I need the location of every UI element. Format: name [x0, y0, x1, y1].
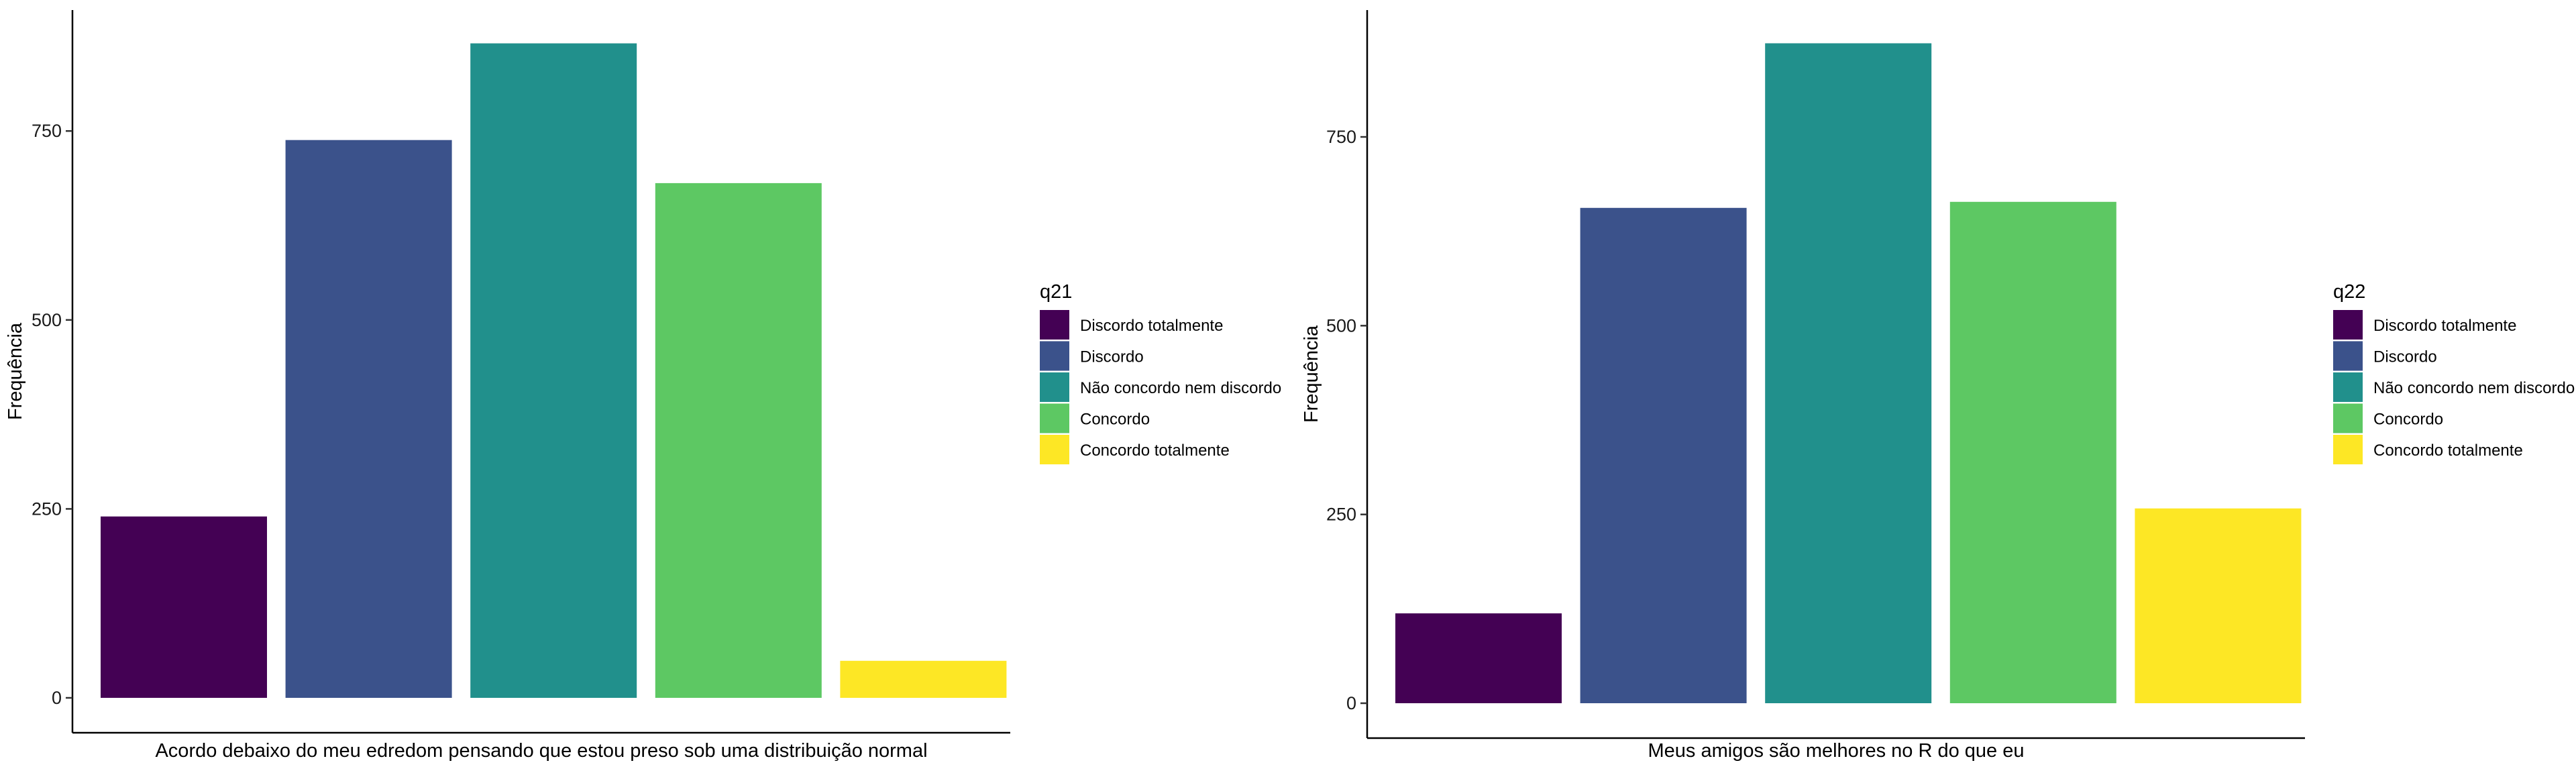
y-axis-title: Frequência — [1301, 325, 1322, 423]
bar-1-1 — [101, 516, 267, 698]
y-tick-label: 250 — [1326, 505, 1356, 525]
legend-key-3 — [2333, 372, 2363, 402]
legend-key-2 — [1040, 341, 1069, 371]
bar-1-5 — [840, 660, 1007, 698]
legend-title: q22 — [2333, 281, 2365, 303]
legend-label-4: Concordo — [2373, 411, 2443, 429]
y-axis-title: Frequência — [5, 322, 26, 420]
legend-label-1: Discordo totalmente — [1080, 317, 1223, 335]
legend-label-5: Concordo totalmente — [1080, 442, 1230, 460]
legend-key-4 — [1040, 403, 1069, 433]
legend-key-5 — [2333, 435, 2363, 464]
bar-1-3 — [470, 43, 637, 699]
legend-key-1 — [1040, 310, 1069, 340]
bar-2-1 — [1395, 613, 1562, 703]
legend-label-3: Não concordo nem discordo — [2373, 379, 2575, 397]
x-axis-title: Acordo debaixo do meu edredom pensando q… — [155, 740, 927, 762]
legend-label-4: Concordo — [1080, 411, 1150, 429]
y-tick-label: 750 — [1326, 127, 1356, 147]
legend: q21 Discordo totalmente Discordo Não concor… — [1040, 281, 1281, 464]
legend-label-2: Discordo — [2373, 348, 2437, 366]
legend-label-2: Discordo — [1080, 348, 1144, 366]
legend-label-3: Não concordo nem discordo — [1080, 379, 1281, 397]
bar-1-4 — [655, 183, 822, 698]
x-axis-title: Meus amigos são melhores no R do que eu — [1648, 740, 2025, 762]
y-tick-label: 500 — [32, 310, 62, 330]
legend-key-4 — [2333, 403, 2363, 433]
y-tick-label: 750 — [32, 121, 62, 141]
legend-title: q21 — [1040, 281, 1072, 303]
bar-2-2 — [1580, 207, 1747, 703]
y-tick-label: 250 — [32, 499, 62, 519]
legend-key-2 — [2333, 341, 2363, 371]
bar-2-5 — [2135, 508, 2302, 703]
legend-key-3 — [1040, 372, 1069, 402]
chart-panel-1: 0 250 500 750 Acordo debaixo do meu edredom … — [5, 10, 1281, 762]
y-tick-label: 500 — [1326, 315, 1356, 336]
bar-2-4 — [1949, 201, 2116, 703]
legend-label-5: Concordo totalmente — [2373, 442, 2523, 460]
y-tick-label: 0 — [52, 688, 62, 708]
legend-key-1 — [2333, 310, 2363, 340]
legend: q22 Discordo totalmente Discordo Não concor… — [2333, 281, 2575, 464]
y-tick-label: 0 — [1346, 693, 1356, 713]
bar-1-2 — [285, 140, 452, 698]
chart-panel-2: 0 250 500 750 Meus amigos são melhores no R … — [1301, 10, 2575, 762]
bar-2-3 — [1765, 43, 1932, 703]
legend-key-5 — [1040, 435, 1069, 464]
legend-label-1: Discordo totalmente — [2373, 317, 2516, 335]
